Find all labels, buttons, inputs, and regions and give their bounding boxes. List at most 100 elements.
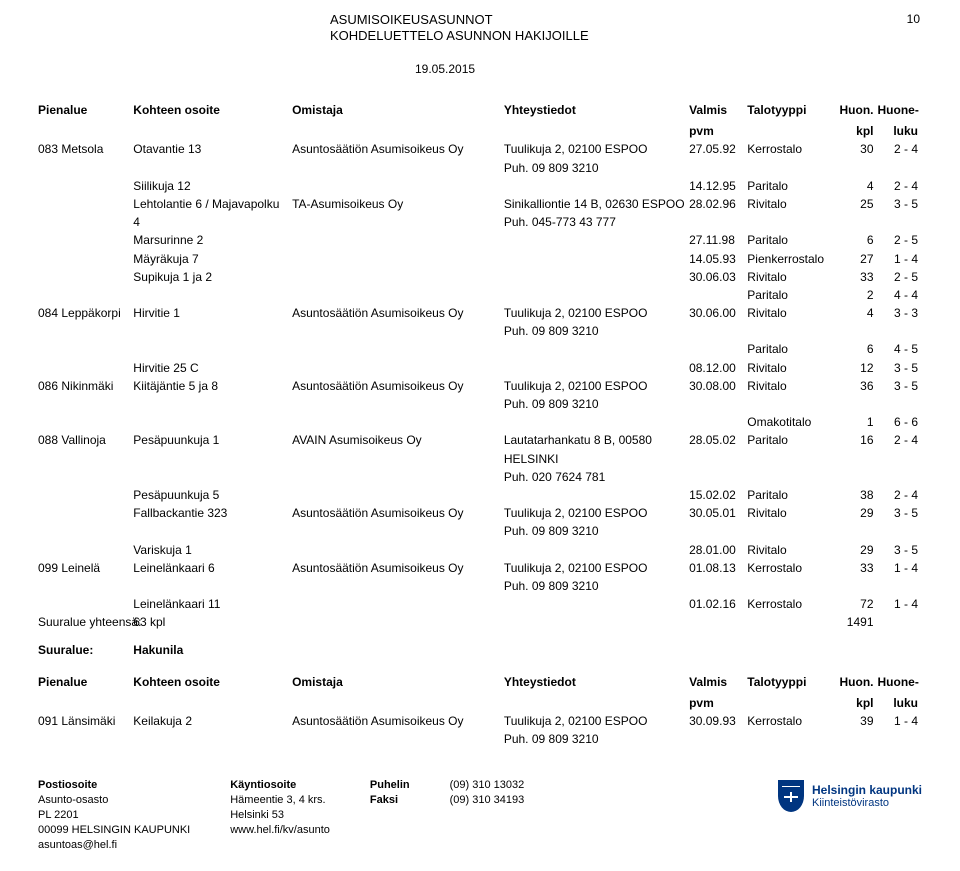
osoite-cell bbox=[133, 322, 292, 340]
cell bbox=[747, 730, 837, 748]
cell bbox=[747, 395, 837, 413]
omistaja-cell: Asuntosäätiön Asumisoikeus Oy bbox=[292, 504, 504, 522]
table-row-cont: Puh. 020 7624 781 bbox=[38, 468, 922, 486]
valmis-cell: 14.05.93 bbox=[689, 250, 747, 268]
column-header-row: PienalueKohteen osoiteOmistajaYhteystied… bbox=[38, 98, 922, 122]
column-header: Talotyyppi bbox=[747, 670, 837, 694]
table-row-cont: Puh. 09 809 3210 bbox=[38, 730, 922, 748]
column-header: Valmis bbox=[689, 670, 747, 694]
cell bbox=[878, 641, 923, 659]
cell bbox=[689, 641, 747, 659]
cell bbox=[689, 613, 747, 631]
pienalue-cell: 086 Nikinmäki bbox=[38, 377, 133, 395]
omistaja-cell: Asuntosäätiön Asumisoikeus Oy bbox=[292, 377, 504, 395]
yhteystiedot-cell: Puh. 09 809 3210 bbox=[504, 322, 689, 340]
huon-cell: 33 bbox=[837, 268, 877, 286]
pienalue-cell: 083 Metsola bbox=[38, 140, 133, 158]
valmis-cell: 30.05.01 bbox=[689, 504, 747, 522]
cell bbox=[292, 641, 504, 659]
valmis-cell: 30.06.03 bbox=[689, 268, 747, 286]
osoite-cell: Fallbackantie 323 bbox=[133, 504, 292, 522]
huon-cell: 12 bbox=[837, 359, 877, 377]
cell bbox=[38, 577, 133, 595]
pienalue-cell: 091 Länsimäki bbox=[38, 712, 133, 730]
omistaja-cell bbox=[292, 541, 504, 559]
pienalue-cell: 099 Leinelä bbox=[38, 559, 133, 577]
cell bbox=[837, 577, 877, 595]
pienalue-cell bbox=[38, 413, 133, 431]
table-row-cont: Puh. 09 809 3210 bbox=[38, 159, 922, 177]
table-row: Marsurinne 227.11.98Paritalo62 - 5 bbox=[38, 231, 922, 249]
osoite-cell bbox=[133, 522, 292, 540]
table-row: Omakotitalo16 - 6 bbox=[38, 413, 922, 431]
column-subheader: kpl bbox=[837, 694, 877, 712]
yhteystiedot-cell: Puh. 045-773 43 777 bbox=[504, 213, 689, 231]
valmis-cell: 08.12.00 bbox=[689, 359, 747, 377]
cell bbox=[38, 322, 133, 340]
cell bbox=[837, 468, 877, 486]
footer-text: 00099 HELSINGIN KAUPUNKI bbox=[38, 823, 190, 838]
column-header: Kohteen osoite bbox=[133, 670, 292, 694]
totals-row: Suuralue yhteensä:63 kpl1491 bbox=[38, 613, 922, 631]
table-row: 084 LeppäkorpiHirvitie 1Asuntosäätiön As… bbox=[38, 304, 922, 322]
column-header: Kohteen osoite bbox=[133, 98, 292, 122]
column-header: Huon. bbox=[837, 670, 877, 694]
cell bbox=[689, 395, 747, 413]
column-header: Valmis bbox=[689, 98, 747, 122]
table-row: 099 LeineläLeinelänkaari 6Asuntosäätiön … bbox=[38, 559, 922, 577]
valmis-cell bbox=[689, 413, 747, 431]
suuralue-label: Suuralue: bbox=[38, 641, 133, 659]
huon-cell: 29 bbox=[837, 504, 877, 522]
cell bbox=[38, 395, 133, 413]
column-subheader: pvm bbox=[689, 694, 747, 712]
osoite-cell: Otavantie 13 bbox=[133, 140, 292, 158]
huon-cell: 33 bbox=[837, 559, 877, 577]
cell bbox=[689, 522, 747, 540]
huon-cell: 29 bbox=[837, 541, 877, 559]
omistaja-cell: TA-Asumisoikeus Oy bbox=[292, 195, 504, 213]
yhteystiedot-cell: Tuulikuja 2, 02100 ESPOO bbox=[504, 504, 689, 522]
cell bbox=[38, 159, 133, 177]
osoite-cell: Mäyräkuja 7 bbox=[133, 250, 292, 268]
table-row: Pesäpuunkuja 515.02.02Paritalo382 - 4 bbox=[38, 486, 922, 504]
column-subheader: pvm bbox=[689, 122, 747, 140]
osoite-cell bbox=[133, 450, 292, 468]
yhteystiedot-cell bbox=[504, 286, 689, 304]
cell bbox=[38, 468, 133, 486]
cell bbox=[689, 450, 747, 468]
cell bbox=[38, 522, 133, 540]
osoite-cell bbox=[133, 395, 292, 413]
cell bbox=[747, 450, 837, 468]
cell bbox=[878, 730, 923, 748]
omistaja-cell bbox=[292, 177, 504, 195]
osoite-cell: Marsurinne 2 bbox=[133, 231, 292, 249]
cell bbox=[747, 577, 837, 595]
valmis-cell: 27.05.92 bbox=[689, 140, 747, 158]
omistaja-cell: Asuntosäätiön Asumisoikeus Oy bbox=[292, 140, 504, 158]
valmis-cell: 01.02.16 bbox=[689, 595, 747, 613]
talotyyppi-cell: Kerrostalo bbox=[747, 595, 837, 613]
cell bbox=[837, 522, 877, 540]
doc-header: ASUMISOIKEUSASUNNOT KOHDELUETTELO ASUNNO… bbox=[330, 12, 589, 45]
logo-line1: Helsingin kaupunki bbox=[812, 784, 922, 797]
column-header: Yhteystiedot bbox=[504, 98, 689, 122]
table-row: Paritalo24 - 4 bbox=[38, 286, 922, 304]
table-row-cont: 4Puh. 045-773 43 777 bbox=[38, 213, 922, 231]
cell bbox=[689, 468, 747, 486]
omistaja-cell: Asuntosäätiön Asumisoikeus Oy bbox=[292, 304, 504, 322]
footer-h2: Käyntiosoite bbox=[230, 778, 330, 793]
page-number: 10 bbox=[907, 12, 920, 26]
luku-cell: 2 - 5 bbox=[878, 231, 923, 249]
footer-col-phone-labels: Puhelin Faksi bbox=[370, 778, 410, 808]
cell bbox=[133, 694, 292, 712]
yhteystiedot-cell bbox=[504, 231, 689, 249]
osoite-cell: Hirvitie 1 bbox=[133, 304, 292, 322]
huon-cell: 39 bbox=[837, 712, 877, 730]
valmis-cell: 15.02.02 bbox=[689, 486, 747, 504]
huon-cell: 25 bbox=[837, 195, 877, 213]
table-row-cont: HELSINKI bbox=[38, 450, 922, 468]
footer-text: PL 2201 bbox=[38, 808, 190, 823]
luku-cell: 2 - 4 bbox=[878, 177, 923, 195]
column-header: Omistaja bbox=[292, 670, 504, 694]
table-row: Fallbackantie 323Asuntosäätiön Asumisoik… bbox=[38, 504, 922, 522]
